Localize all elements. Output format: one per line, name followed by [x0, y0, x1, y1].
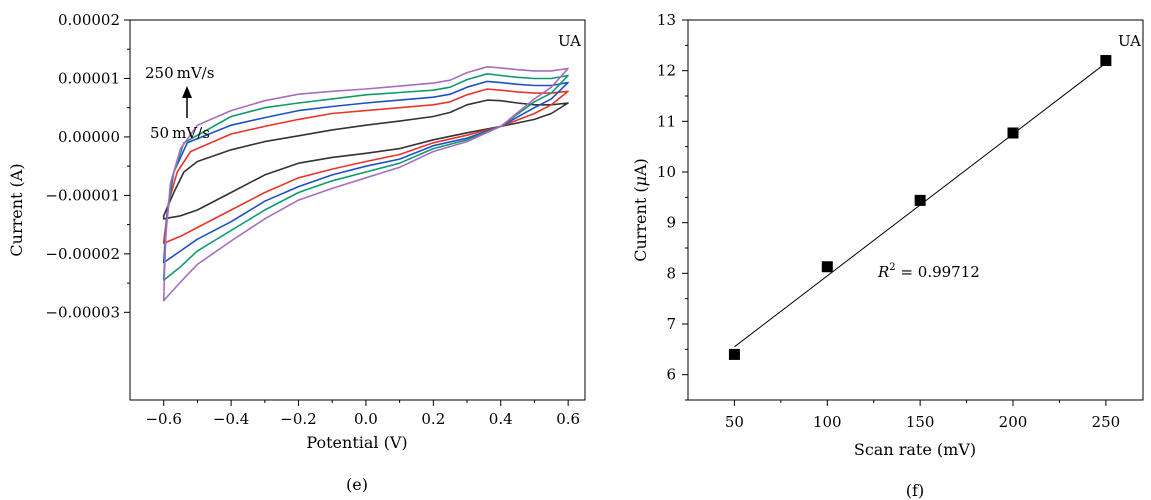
cv-x-tick-label: −0.4 [213, 410, 249, 428]
scan-rate-arrow [182, 86, 192, 118]
cv-x-tick-label: 0.0 [354, 410, 378, 428]
cv-x-tick-label: 0.2 [421, 410, 445, 428]
cv-curve-3 [162, 80, 569, 264]
scanrate-y-tick-label: 12 [657, 62, 676, 80]
scanrate-y-axis-title: Current (μA) [631, 158, 650, 262]
cv-panel-label: (e) [346, 475, 368, 494]
cv-x-axis: −0.6 −0.4 −0.2 0.0 0.2 0.4 0.6 [145, 400, 580, 428]
scanrate-y-tick-label: 7 [666, 315, 676, 333]
high-rate-label: 250 mV/s [145, 64, 214, 82]
cv-x-tick-label: −0.6 [145, 410, 181, 428]
scanrate-plot-frame [687, 19, 1144, 401]
cv-y-tick-label: −0.00002 [45, 245, 120, 263]
scanrate-panel-label: (f) [906, 481, 924, 500]
cv-y-tick-label: 0.00000 [58, 128, 120, 146]
cv-y-tick-label: 0.00002 [58, 11, 120, 29]
ylabel-prefix: Current ( [631, 186, 650, 261]
scanrate-x-tick-label: 250 [1092, 413, 1121, 431]
scanrate-y-tick-label: 13 [657, 11, 676, 29]
cv-plot-frame [129, 19, 586, 401]
scanrate-points [728, 55, 1112, 360]
r-squared-r: R [877, 263, 889, 281]
scanrate-x-tick-label: 150 [906, 413, 935, 431]
scanrate-y-tick-label: 10 [657, 163, 676, 181]
cv-x-axis-title: Potential (V) [306, 433, 407, 452]
low-rate-label: 50 mV/s [150, 124, 210, 142]
scanrate-x-axis: 50 100 150 200 250 [725, 400, 1120, 431]
scanrate-x-tick-label: 200 [999, 413, 1028, 431]
scanrate-y-tick-label: 8 [666, 264, 676, 282]
cv-curve-5 [162, 66, 569, 302]
cv-y-axis: −0.00003 −0.00002 −0.00001 0.00000 0.00001 0.… [45, 11, 130, 321]
cv-y-tick-label: −0.00003 [45, 303, 120, 321]
ylabel-mu: μ [631, 176, 650, 186]
cv-curve-4 [162, 73, 569, 281]
cv-curve-1 [162, 99, 569, 220]
r-squared-value: = 0.99712 [896, 263, 980, 281]
scanrate-analyte-label: UA [1118, 32, 1141, 50]
cv-y-tick-label: 0.00001 [58, 69, 120, 87]
cv-curves [162, 66, 569, 302]
scanrate-x-axis-title: Scan rate (mV) [854, 440, 976, 459]
cv-analyte-label: UA [558, 32, 581, 50]
scanrate-y-tick-label: 6 [666, 366, 676, 384]
cv-x-tick-label: 0.4 [489, 410, 513, 428]
r-squared-label: R2 = 0.99712 [877, 262, 980, 281]
data-point [914, 194, 926, 206]
data-point [1100, 55, 1112, 67]
cv-y-axis-title: Current (A) [7, 163, 26, 256]
cv-x-tick-label: −0.2 [280, 410, 316, 428]
scanrate-y-tick-label: 11 [657, 112, 676, 130]
cv-y-tick-label: −0.00001 [45, 186, 120, 204]
scanrate-panel: 50 100 150 200 250 6 7 8 9 10 11 12 13 Scan rate (m… [631, 11, 1144, 500]
scanrate-x-tick-label: 100 [813, 413, 842, 431]
data-point [728, 348, 740, 360]
cv-x-tick-label: 0.6 [556, 410, 580, 428]
scanrate-y-tick-label: 9 [666, 214, 676, 232]
ylabel-suffix: A) [631, 158, 650, 177]
data-point [821, 261, 833, 273]
r-squared-exponent: 2 [889, 262, 895, 273]
scanrate-y-axis: 6 7 8 9 10 11 12 13 [657, 11, 688, 401]
data-point [1007, 127, 1019, 139]
scanrate-x-tick-label: 50 [725, 413, 744, 431]
cv-panel: −0.6 −0.4 −0.2 0.0 0.2 0.4 0.6 −0.00003−0.0000… [7, 11, 586, 494]
